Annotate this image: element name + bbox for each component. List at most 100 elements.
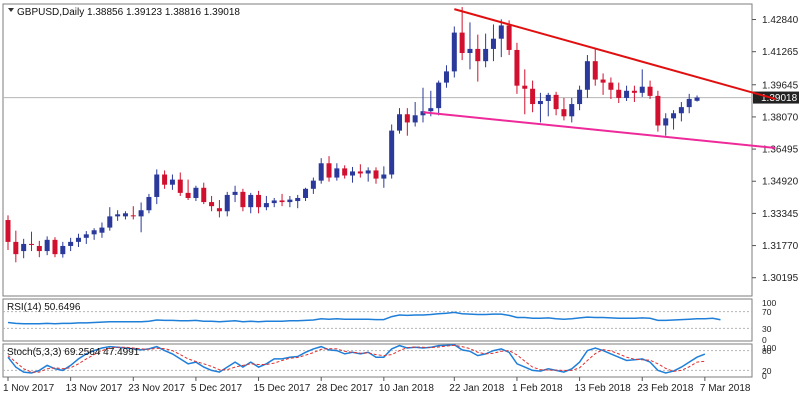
candle-body <box>624 90 630 98</box>
main-panel-frame <box>2 3 753 297</box>
candle-body <box>592 61 598 80</box>
candle-body <box>146 196 152 211</box>
candle <box>663 113 669 136</box>
candle-body <box>169 179 175 185</box>
candle <box>177 172 183 196</box>
price-axis-label: 1.41265 <box>762 47 799 58</box>
candle <box>498 19 504 58</box>
candle <box>592 47 598 86</box>
candle <box>99 222 105 238</box>
candle-body <box>655 95 661 126</box>
candle-body <box>671 113 677 119</box>
candle <box>68 237 74 252</box>
time-axis-label: 1 Nov 2017 <box>3 383 55 394</box>
candle <box>60 241 66 258</box>
candle-body <box>279 200 285 203</box>
candle-body <box>130 215 136 217</box>
candle-body <box>639 86 645 93</box>
candle <box>381 166 387 188</box>
candle <box>577 85 583 111</box>
time-axis-label: 28 Dec 2017 <box>316 383 373 394</box>
candles <box>5 7 700 263</box>
candle-body <box>600 79 606 83</box>
time-axis-label: 13 Nov 2017 <box>66 383 123 394</box>
candle-body <box>412 115 418 123</box>
candle-body <box>216 208 222 212</box>
stoch-panel-series-line <box>7 344 705 373</box>
candle <box>608 77 614 99</box>
candle <box>397 108 402 134</box>
candle-body <box>350 171 356 176</box>
candle-body <box>334 168 340 178</box>
candle-body <box>381 174 387 179</box>
candle-body <box>326 163 332 178</box>
candle <box>107 207 113 231</box>
candle-body <box>162 174 168 185</box>
candle <box>146 193 152 214</box>
candle <box>162 170 168 189</box>
time-axis-label: 13 Feb 2018 <box>575 383 632 394</box>
candle <box>5 215 11 251</box>
candle-body <box>154 174 160 197</box>
candle <box>216 200 222 218</box>
candle-body <box>68 241 74 246</box>
candle-body <box>83 234 89 238</box>
price-axis-label: 1.30195 <box>762 273 799 284</box>
time-axis: 1 Nov 2017 13 Nov 2017 23 Nov 2017 5 Dec 20… <box>3 377 751 394</box>
stoch-panel-axis-label: 0 <box>762 371 767 381</box>
candle-body <box>209 202 215 207</box>
candle <box>263 195 269 211</box>
candle-body <box>303 188 309 198</box>
candle <box>138 202 144 233</box>
time-axis-label: 5 Dec 2017 <box>191 383 243 394</box>
candle-body <box>107 216 113 228</box>
candle <box>678 102 684 122</box>
candle-body <box>28 243 34 245</box>
time-axis-label: 10 Jan 2018 <box>379 383 434 394</box>
candle-body <box>420 111 426 116</box>
candle <box>21 238 27 259</box>
candle <box>83 231 89 244</box>
candle-body <box>483 48 489 62</box>
candle-body <box>138 210 144 217</box>
candle <box>530 80 536 113</box>
candle-body <box>232 191 238 195</box>
candle-body <box>13 241 19 255</box>
symbol-dropdown-icon <box>8 8 14 12</box>
candle <box>483 33 489 68</box>
trendlines <box>422 8 776 149</box>
candle-body <box>577 89 583 105</box>
candle <box>154 169 160 205</box>
candle <box>373 167 379 184</box>
candle-body <box>5 220 11 242</box>
candle <box>436 80 442 116</box>
candle <box>193 185 199 202</box>
main-chart-title: GBPUSD,Daily 1.38856 1.39123 1.38816 1.3… <box>17 7 240 18</box>
candle <box>75 233 81 247</box>
candle <box>584 55 590 98</box>
candle-body <box>21 243 27 252</box>
candle <box>248 192 254 214</box>
candle-body <box>459 32 465 54</box>
candle-body <box>342 168 348 176</box>
candle <box>122 211 128 220</box>
lower-trendline <box>422 111 776 149</box>
candle <box>451 26 457 78</box>
candle-body <box>240 191 246 208</box>
price-axis-label: 1.33345 <box>762 209 799 220</box>
candle-body <box>631 90 637 93</box>
current-price-tag <box>753 91 799 104</box>
candle <box>545 92 551 117</box>
candle <box>91 228 97 240</box>
candle <box>271 197 277 208</box>
candle-body <box>271 200 277 204</box>
candle-body <box>537 100 543 105</box>
candle-body <box>295 197 301 202</box>
time-axis-label: 23 Feb 2018 <box>637 383 694 394</box>
candle <box>169 174 175 190</box>
candle <box>647 80 653 99</box>
rsi-panel-axis-label: 70 <box>762 307 772 317</box>
candle-body <box>506 25 512 50</box>
candle <box>671 110 677 130</box>
